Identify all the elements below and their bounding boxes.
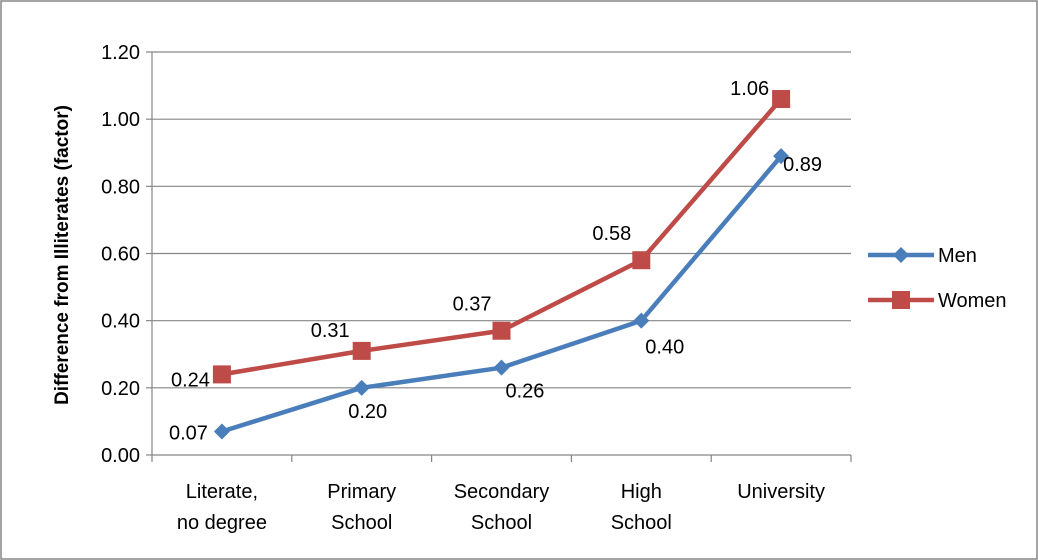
data-point-men — [633, 312, 650, 329]
x-tick-label: University — [737, 481, 825, 503]
data-point-men — [213, 423, 230, 440]
y-tick-label: 0.00 — [101, 445, 140, 467]
data-point-women — [772, 90, 791, 109]
legend: Men Women — [868, 245, 1007, 312]
data-label-women: 0.58 — [592, 223, 631, 245]
data-point-men — [353, 379, 370, 396]
data-point-women — [632, 251, 651, 270]
x-tick-label: Literate, no degree — [177, 481, 267, 534]
data-label-women: 0.37 — [453, 294, 492, 316]
data-point-men — [773, 148, 790, 165]
data-labels: 0.07 0.20 0.26 0.40 0.89 0.24 0.31 0.37 0.58 1.06 — [169, 78, 822, 444]
x-axis-ticks: Literate, no degree Primary School Secondary… — [177, 481, 825, 534]
data-point-women — [492, 321, 511, 340]
data-label-men: 0.26 — [506, 381, 545, 403]
data-label-men: 0.40 — [645, 337, 684, 359]
series-group — [212, 90, 791, 440]
y-axis-label: Difference from Illiterates (factor) — [52, 105, 73, 405]
data-label-men: 0.20 — [348, 401, 387, 423]
data-label-women: 1.06 — [730, 78, 769, 100]
y-tick-label: 0.40 — [101, 311, 140, 333]
x-tick-label: Secondary School — [454, 481, 550, 534]
legend-marker-men — [893, 247, 909, 263]
y-tick-label: 1.00 — [101, 109, 140, 131]
data-label-men: 0.89 — [783, 154, 822, 176]
y-tick-label: 0.20 — [101, 378, 140, 400]
legend-label-men: Men — [938, 245, 977, 267]
gridlines — [152, 51, 851, 389]
legend-marker-women — [892, 291, 910, 309]
y-axis-ticks: 0.00 0.20 0.40 0.60 0.80 1.00 1.20 — [101, 42, 140, 467]
y-tick-label: 0.60 — [101, 244, 140, 266]
data-label-men: 0.07 — [169, 422, 208, 444]
data-point-men — [493, 359, 510, 376]
axes — [146, 51, 852, 462]
y-tick-label: 1.20 — [101, 42, 140, 64]
data-label-women: 0.24 — [171, 369, 210, 391]
legend-label-women: Women — [938, 290, 1007, 312]
data-label-women: 0.31 — [311, 320, 350, 342]
data-point-women — [212, 365, 231, 384]
y-tick-label: 0.80 — [101, 176, 140, 198]
data-point-women — [352, 341, 371, 360]
x-tick-label: Primary School — [327, 481, 396, 534]
x-tick-label: High School — [611, 481, 672, 534]
